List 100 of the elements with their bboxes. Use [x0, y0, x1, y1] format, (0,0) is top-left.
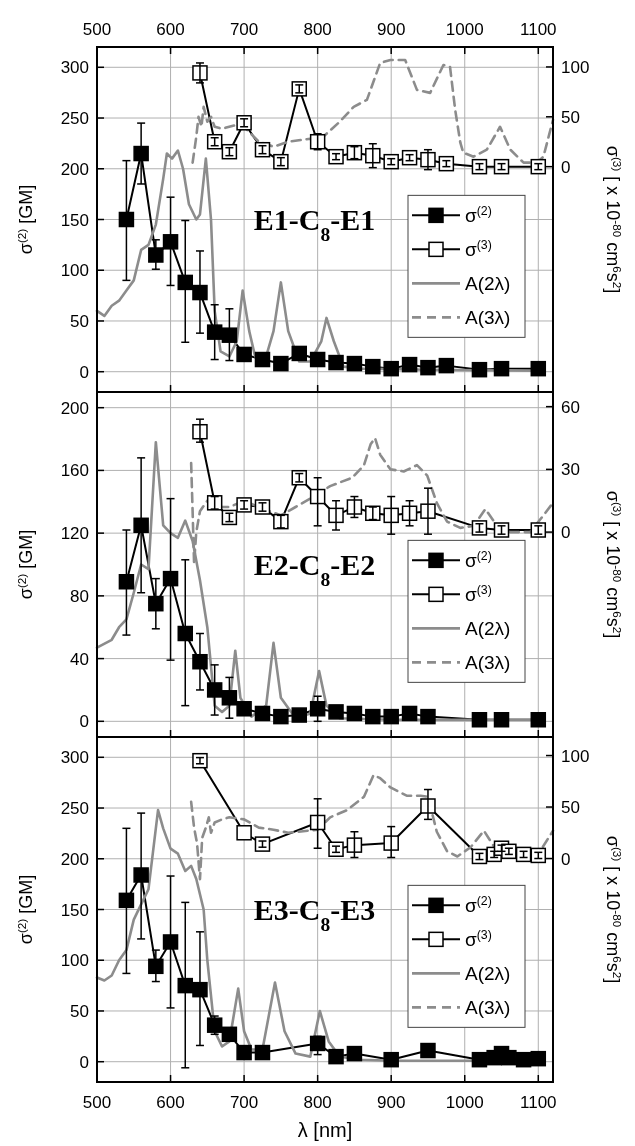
point	[383, 708, 399, 725]
point	[471, 712, 488, 728]
y-tick-label: 100	[60, 951, 89, 971]
point	[118, 574, 135, 590]
legend-label: σ$^{(2)}$	[465, 894, 492, 917]
point	[420, 1042, 436, 1059]
y2-tick-label: 100	[561, 746, 590, 766]
point	[162, 234, 179, 250]
legend-label: σ$^{(3)}$	[465, 583, 492, 606]
point	[221, 327, 238, 343]
legend-label: A(2λ)	[465, 273, 511, 295]
point	[309, 701, 326, 717]
y-tick-label: 120	[60, 524, 89, 544]
y2-tick-label: 0	[561, 157, 571, 177]
y-tick-label: 40	[70, 649, 89, 669]
x-tick-label: 1000	[445, 1093, 484, 1112]
y2-tick-label: 30	[561, 460, 580, 480]
point	[221, 1026, 238, 1043]
x-tick-label: 600	[156, 1093, 185, 1112]
y-tick-label: 80	[70, 586, 89, 606]
point	[162, 934, 179, 950]
legend-label: A(2λ)	[465, 963, 511, 985]
point	[493, 360, 510, 377]
point	[328, 354, 344, 371]
point	[328, 704, 344, 720]
legend-label: A(3λ)	[465, 307, 511, 329]
y2-tick-label: 50	[561, 798, 580, 818]
point	[273, 708, 289, 725]
point	[346, 499, 363, 515]
annotation: E3-C$_{8}$-E3	[253, 892, 376, 934]
point	[471, 361, 488, 378]
point	[236, 1044, 252, 1061]
point	[273, 355, 289, 372]
point	[420, 708, 436, 725]
legend-label: σ$^{(3)}$	[465, 238, 492, 261]
y2-tick-label: 0	[561, 523, 571, 543]
point	[346, 837, 363, 853]
point	[438, 357, 455, 374]
point	[346, 355, 363, 372]
point	[328, 1048, 344, 1065]
point	[148, 247, 164, 263]
y-tick-label: 0	[79, 362, 89, 382]
point	[530, 1050, 547, 1067]
x-axis-title: λ [nm]	[297, 1119, 353, 1141]
point	[365, 358, 381, 375]
y-tick-label: 300	[60, 58, 89, 78]
annotation: E1-C$_{8}$-E1	[253, 202, 376, 244]
y-tick-label: 100	[60, 261, 89, 281]
point	[493, 712, 510, 728]
point	[420, 359, 436, 376]
x2-tick-label: 1100	[520, 20, 557, 39]
point	[254, 705, 271, 722]
y2-tick-label: 0	[561, 849, 571, 869]
y-tick-label: 160	[60, 461, 89, 481]
point	[530, 360, 547, 377]
point	[236, 346, 252, 363]
y2-tick-label: 60	[561, 397, 580, 417]
x2-tick-label: 500	[82, 20, 112, 39]
legend-label: σ$^{(3)}$	[465, 928, 492, 951]
point	[133, 867, 149, 883]
point	[346, 705, 363, 722]
x2-tick-label: 600	[156, 20, 185, 39]
y-tick-label: 200	[60, 849, 89, 869]
annotation: E2-C$_{8}$-E2	[253, 547, 376, 589]
legend-label: A(3λ)	[465, 997, 511, 1019]
point	[206, 682, 223, 698]
y-tick-label: 0	[79, 1052, 89, 1072]
point	[401, 705, 418, 722]
point	[236, 825, 252, 841]
point	[383, 1051, 399, 1068]
point	[309, 351, 326, 368]
y-tick-label: 50	[70, 311, 89, 331]
y2-tick-label: 50	[561, 107, 580, 127]
y-tick-label: 300	[60, 748, 89, 768]
legend-label: A(3λ)	[465, 652, 511, 674]
x2-tick-label: 1000	[445, 20, 484, 39]
x-tick-label: 900	[377, 1093, 406, 1112]
point	[254, 1044, 271, 1061]
point	[346, 1045, 363, 1062]
legend-label: A(2λ)	[465, 618, 511, 640]
legend-label: σ$^{(2)}$	[465, 204, 492, 227]
point	[254, 351, 271, 368]
point	[221, 690, 238, 706]
x2-tick-label: 700	[229, 20, 259, 39]
point	[401, 356, 418, 373]
y-tick-label: 150	[60, 900, 89, 920]
x-tick-label: 700	[229, 1093, 259, 1112]
y-tick-label: 150	[60, 210, 89, 230]
y-tick-label: 200	[60, 159, 89, 179]
legend-label: σ$^{(2)}$	[465, 549, 492, 572]
x-tick-label: 500	[82, 1093, 112, 1112]
point	[530, 712, 547, 728]
y2-tick-label: 100	[561, 57, 590, 77]
x-tick-label: 1100	[520, 1093, 557, 1112]
point	[206, 324, 223, 340]
y-tick-label: 200	[60, 398, 89, 418]
x2-tick-label: 800	[303, 20, 332, 39]
point	[383, 360, 399, 377]
x-tick-label: 800	[303, 1093, 332, 1112]
x2-tick-label: 900	[377, 20, 406, 39]
